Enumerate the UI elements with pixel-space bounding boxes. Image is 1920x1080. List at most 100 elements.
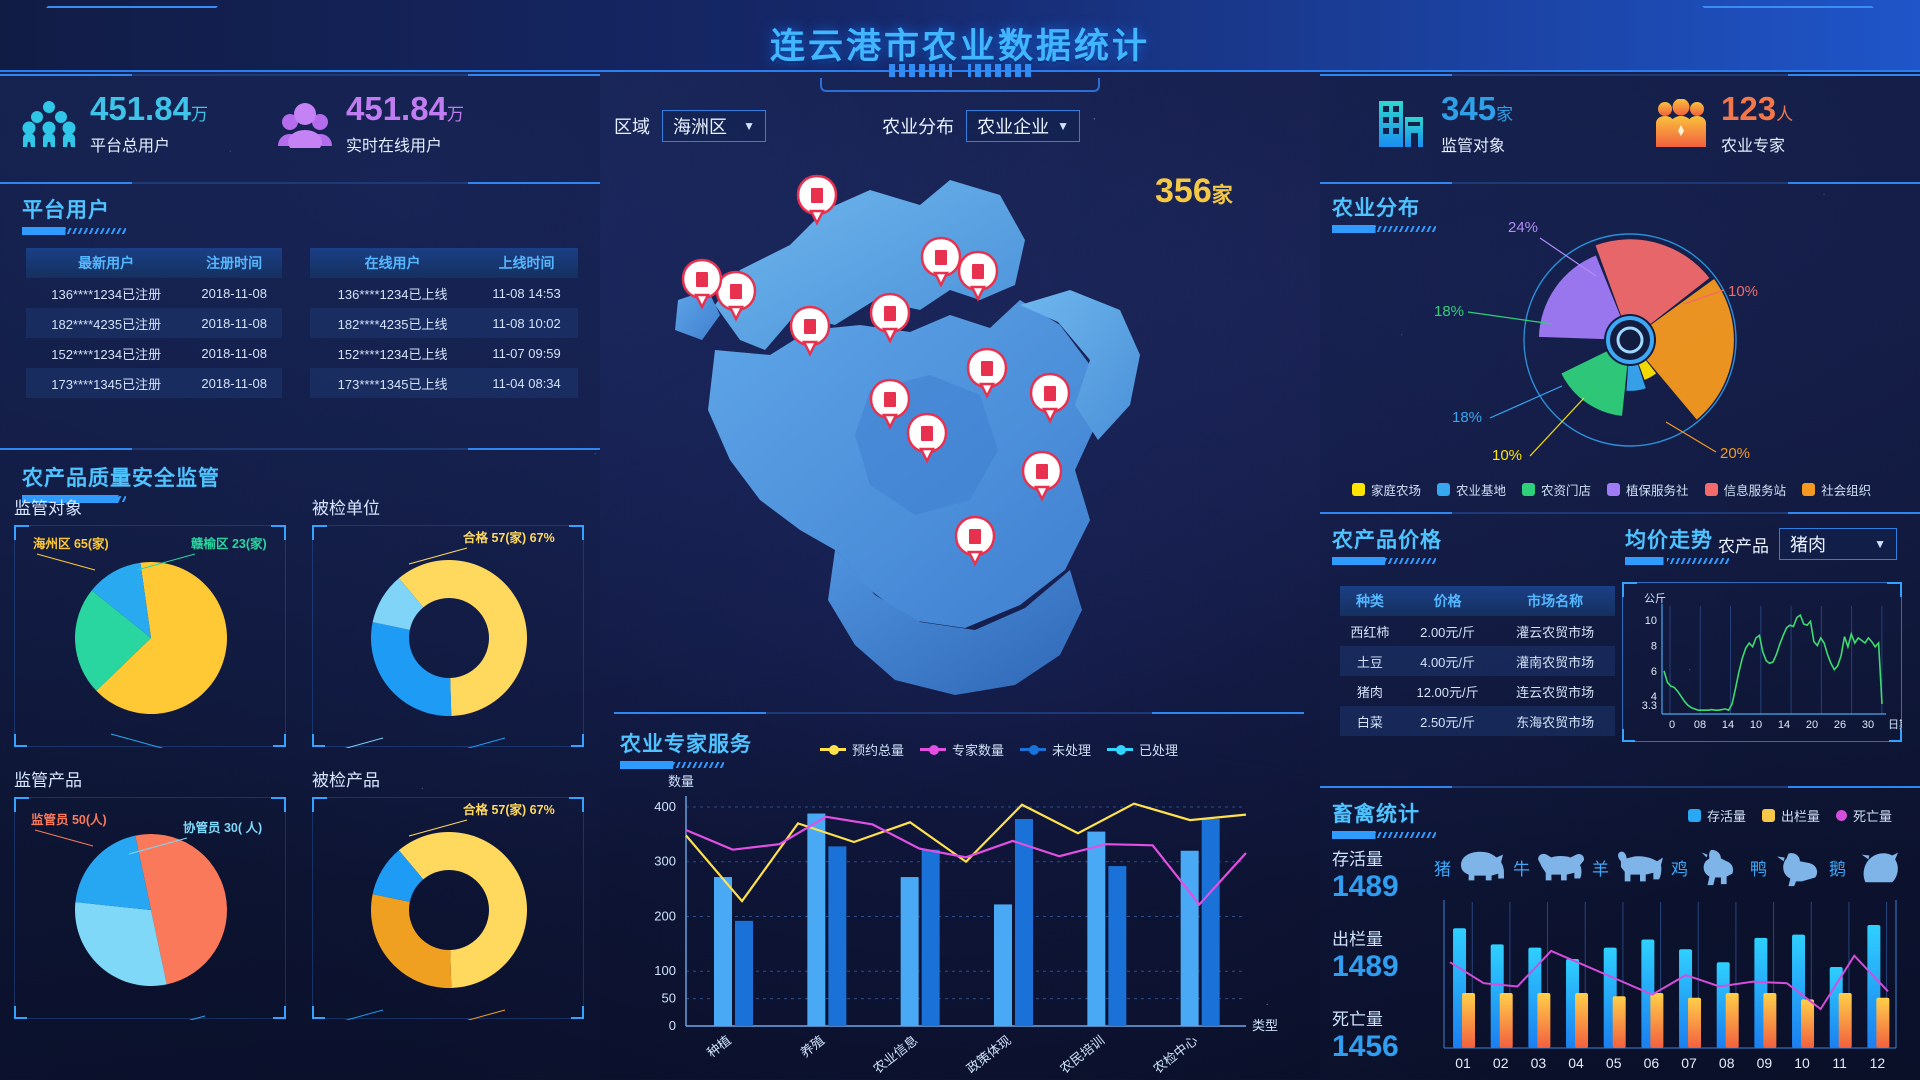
map-marker-pin[interactable] [1029, 372, 1071, 424]
left-divider-top [0, 74, 600, 76]
legend-label: 出栏量 [1780, 809, 1820, 824]
region-select[interactable]: 海洲区 ▼ [662, 110, 766, 142]
region-map[interactable] [620, 150, 1300, 710]
map-marker-pin[interactable] [954, 515, 996, 567]
chart-title: 监管对象 [14, 499, 82, 518]
map-marker-pin[interactable] [1021, 450, 1063, 502]
rose-slice [1595, 239, 1710, 329]
map-region-south[interactable] [828, 550, 1082, 695]
map-marker-pin[interactable] [715, 270, 757, 322]
stat-label: 实时在线用户 [346, 138, 443, 155]
map-marker-pin[interactable] [869, 292, 911, 344]
animal-goose[interactable]: 鹅 [1829, 846, 1904, 888]
table-cell: 173****1345已注册 [26, 368, 187, 398]
stat-value: 451.84万 [346, 90, 464, 127]
rose-percent-label: 20% [1720, 445, 1750, 462]
animal-cow[interactable]: 牛 [1513, 846, 1588, 888]
map-marker-pin[interactable] [966, 347, 1008, 399]
map-marker-pin[interactable] [681, 258, 723, 310]
table-cell: 2018-11-08 [186, 368, 282, 398]
map-region-north[interactable] [715, 180, 1025, 350]
bar-sold [1462, 992, 1476, 1048]
table-row: 西红柿 2.00元/斤 灌云农贸市场 [1340, 616, 1615, 646]
table-cell: 2.50元/斤 [1399, 706, 1496, 736]
map-marker-pin[interactable] [789, 305, 831, 357]
rose-percent-label: 10% [1728, 283, 1758, 300]
y-tick-label: 6 [1651, 666, 1657, 678]
map-marker-pin[interactable] [920, 236, 962, 288]
trend-line [1663, 613, 1883, 712]
legend-item: 社会组织 [1802, 480, 1871, 499]
table-cell: 西红柿 [1350, 624, 1390, 640]
trend-heading: 均价走势 [1625, 524, 1729, 565]
map-region-east[interactable] [1020, 290, 1140, 440]
legend-label: 家庭农场 [1371, 484, 1422, 498]
table-cell: 11-08 10:02 [475, 308, 578, 338]
animal-label: 羊 [1592, 859, 1609, 879]
table-cell: 11-08 14:53 [492, 285, 561, 301]
stat-label: 平台总用户 [90, 138, 171, 155]
table-cell: 182****4235已上线 [310, 308, 476, 338]
trend-product-select[interactable]: 猪肉 ▼ [1779, 528, 1897, 560]
experts-icon [1656, 99, 1706, 147]
animal-chicken[interactable]: 鸡 [1671, 846, 1746, 888]
distribution-legend: 家庭农场 农业基地 农资门店 植保服务社 信息服务站 社会组织 [1352, 480, 1871, 499]
col-header: 上线时间 [475, 248, 578, 278]
y-tick-label: 8 [1651, 641, 1657, 653]
livestock-bar-chart: 01 02 03 04 05 06 07 08 09 10 11 12 [1443, 900, 1897, 1071]
y-tick-label: 100 [654, 963, 676, 978]
distribution-select[interactable]: 农业企业 ▼ [966, 110, 1080, 142]
x-tick-label: 08 [1694, 719, 1706, 731]
map-marker-pin[interactable] [906, 412, 948, 464]
map-region-island[interactable] [675, 290, 720, 340]
x-tick-label: 0 [1669, 719, 1675, 731]
animal-goat[interactable]: 羊 [1592, 846, 1667, 888]
legend-label: 预约总量 [852, 743, 905, 758]
y-tick-label: 4 [1651, 691, 1657, 703]
bar-processed [714, 877, 732, 1026]
table-cell: 136****1234已注册 [51, 286, 162, 302]
map-marker-pin[interactable] [869, 378, 911, 430]
legend-label: 社会组织 [1821, 484, 1872, 498]
table-cell: 2018-11-08 [186, 308, 282, 338]
chevron-down-icon: ▼ [1057, 119, 1069, 133]
pie-slice-label: 合格 57(家) 67% [463, 530, 555, 545]
bar-unprocessed [828, 846, 847, 1026]
table-row: 白菜 2.50元/斤 东海农贸市场 [1340, 706, 1615, 736]
legend-item: 死亡量 [1835, 806, 1892, 825]
table-row: 152****1234已上线 11-07 09:59 [310, 338, 578, 368]
chart-title: 被检单位 [312, 499, 380, 518]
y-tick-label: 300 [654, 854, 676, 869]
x-tick-label: 10 [1750, 719, 1762, 731]
table-cell: 东海农贸市场 [1495, 706, 1615, 736]
chart-canvas: 合格 57(家) 67%基本合格 27(家) 23%不合格 10(家) 10% [321, 530, 560, 773]
animal-duck[interactable]: 鸭 [1750, 846, 1825, 888]
bar-processed [994, 904, 1012, 1026]
center-divider [614, 712, 1304, 714]
distribution-select-value: 农业企业 [977, 117, 1050, 137]
bar-sold [1725, 992, 1739, 1048]
app-header [0, 0, 1920, 72]
agri-distribution-rose-chart: 24% 10% 20% 18% 18% 10% [1434, 219, 1758, 464]
table-cell: 4.00元/斤 [1399, 646, 1496, 676]
bar-processed [1180, 850, 1199, 1026]
rose-percent-label: 18% [1434, 303, 1464, 320]
map-marker-pin[interactable] [957, 250, 999, 302]
stat-platform-users: 451.84万 平台总用户 [22, 92, 208, 156]
x-axis-label: 类型 [1252, 1018, 1278, 1033]
map-marker-pin[interactable] [796, 174, 838, 226]
table-cell: 猪肉 [1356, 684, 1383, 700]
animal-pig[interactable]: 猪 [1434, 846, 1509, 888]
table-cell: 2018-11-08 [201, 285, 267, 301]
bar-sold [1575, 992, 1589, 1048]
bar-sold [1499, 992, 1513, 1048]
header-underline-shape [820, 78, 1100, 92]
col-header: 市场名称 [1495, 586, 1615, 616]
total-value: 1489 [1332, 950, 1399, 983]
col-header: 在线用户 [310, 248, 476, 278]
legend-label: 专家数量 [952, 743, 1005, 758]
right-divider-top [1320, 74, 1920, 76]
platform-users-heading: 平台用户 [22, 194, 126, 235]
animal-label: 鸡 [1671, 859, 1688, 879]
